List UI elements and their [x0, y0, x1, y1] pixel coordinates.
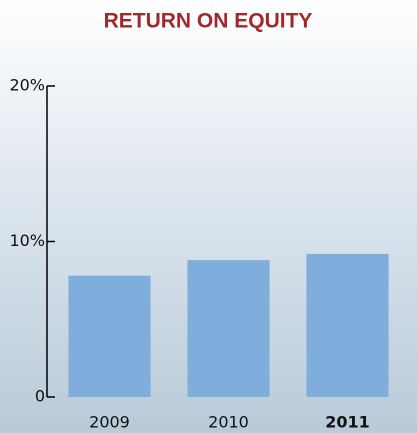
x-tick-label: 2011 [325, 413, 370, 432]
bar [68, 275, 151, 397]
y-tick-label: 0 [35, 387, 45, 406]
x-tick-label: 2010 [208, 413, 249, 432]
y-tick-label: 20% [9, 76, 45, 95]
bar [187, 260, 270, 397]
bar [306, 253, 389, 397]
chart-title: RETURN ON EQUITY [104, 10, 313, 33]
y-tick-label: 10% [9, 231, 45, 250]
x-tick-label: 2009 [89, 413, 130, 432]
